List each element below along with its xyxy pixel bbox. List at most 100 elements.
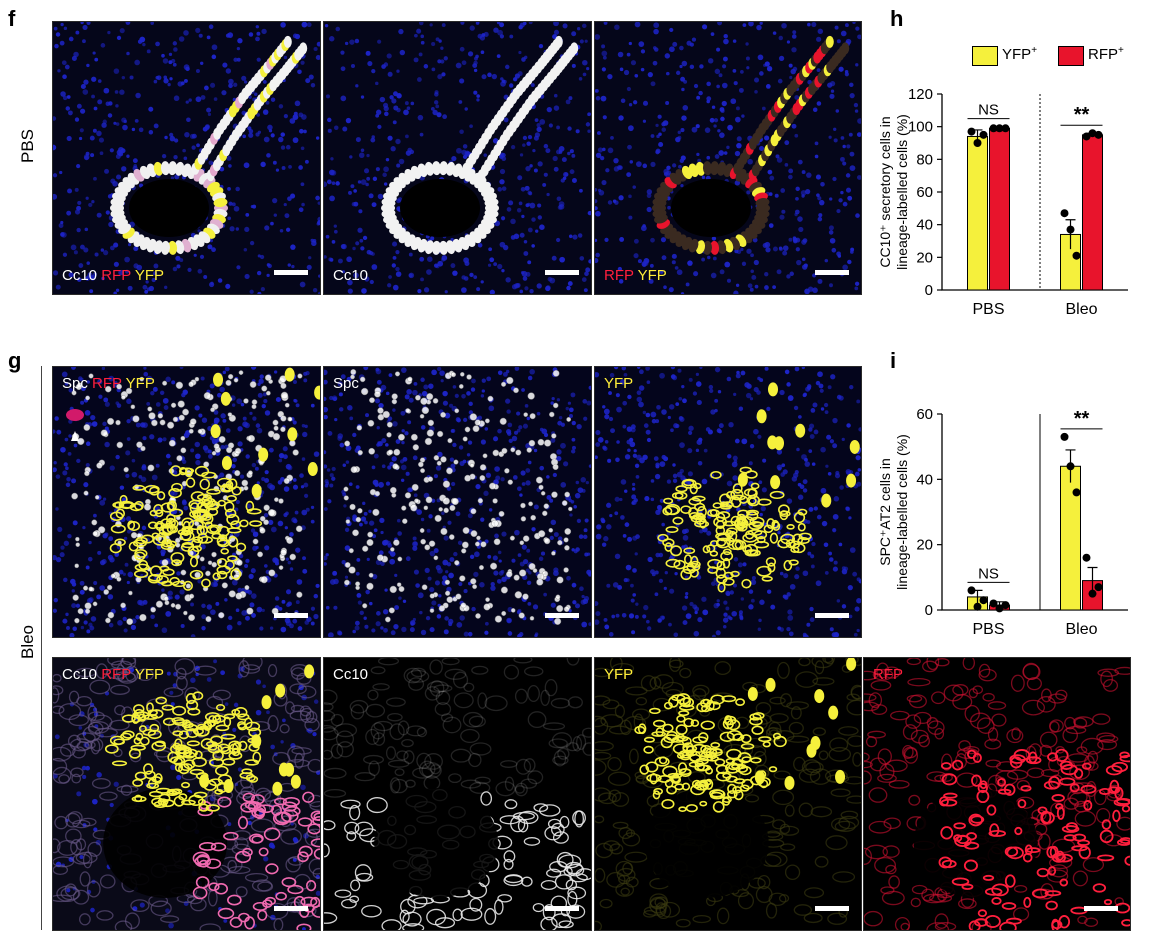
- data-point: [995, 124, 1004, 133]
- channel-yfp: YFP: [637, 267, 667, 284]
- data-point: [989, 599, 998, 608]
- channel-spc: Spc: [62, 375, 88, 392]
- channel-rfp: RFP: [101, 666, 131, 683]
- micrograph-f1: Cc10 RFP YFP: [52, 21, 321, 295]
- y-axis-title: lineage-labelled cells (%): [894, 434, 910, 590]
- bar: [989, 127, 1010, 291]
- chart-h: CC10⁺ secretory cells in lineage-labelled…: [877, 80, 1140, 335]
- scale-bar: [274, 906, 308, 911]
- row-label-pbs: PBS: [18, 128, 37, 164]
- micrograph-g1: Spc RFP YFP: [52, 366, 321, 638]
- data-point: [979, 130, 988, 139]
- micrograph-g5: Cc10: [323, 657, 592, 931]
- channel-cc10: Cc10: [62, 267, 98, 284]
- data-point: [967, 127, 976, 136]
- channel-label: YFP: [604, 375, 633, 392]
- y-tick-label: 0: [925, 602, 933, 619]
- significance-label: NS: [978, 102, 999, 119]
- bar: [1060, 465, 1081, 611]
- data-point: [1066, 225, 1075, 234]
- data-point: [1082, 132, 1091, 141]
- panel-letter-f: f: [8, 6, 16, 31]
- channel-label: Cc10 RFP YFP: [62, 267, 164, 284]
- channel-spc: Spc: [333, 375, 359, 392]
- bleo-bracket-line: [41, 366, 42, 930]
- legend-label-rfp: RFP+: [1088, 45, 1124, 63]
- legend-swatch-yfp: [972, 46, 998, 66]
- y-axis-title: lineage-labelled cells (%): [894, 114, 910, 270]
- legend-swatch-rfp: [1058, 46, 1084, 66]
- legend-label-yfp: YFP+: [1002, 45, 1038, 63]
- data-point: [967, 586, 976, 595]
- channel-label: Cc10 RFP YFP: [62, 666, 164, 683]
- scale-bar: [1084, 906, 1118, 911]
- bar: [1082, 134, 1103, 291]
- y-tick-label: 20: [916, 249, 933, 266]
- y-tick-label: 120: [908, 86, 933, 103]
- scale-bar: [274, 613, 308, 618]
- channel-rfp: RFP: [604, 267, 634, 284]
- y-tick-label: 20: [916, 537, 933, 554]
- channel-label: Spc: [333, 375, 359, 392]
- x-tick-label: PBS: [972, 621, 1004, 638]
- data-point: [973, 602, 982, 611]
- data-point: [1066, 462, 1075, 471]
- y-axis-title: CC10⁺ secretory cells in: [880, 116, 893, 267]
- data-point: [973, 139, 982, 147]
- channel-yfp: YFP: [604, 666, 634, 683]
- channel-label: Cc10: [333, 267, 368, 284]
- data-point: [1001, 601, 1010, 610]
- channel-yfp: YFP: [134, 267, 165, 284]
- scale-bar: [545, 906, 579, 911]
- significance-label: NS: [978, 565, 999, 582]
- chart-i-svg: SPC⁺AT2 cells in lineage-labelled cells (…: [877, 406, 1128, 638]
- channel-yfp: YFP: [125, 375, 155, 392]
- channel-label: RFP YFP: [604, 267, 667, 284]
- bar: [967, 135, 988, 291]
- data-point: [1060, 432, 1069, 441]
- panel-letter-i: i: [890, 348, 897, 373]
- data-point: [989, 124, 998, 133]
- y-tick-label: 80: [916, 151, 933, 168]
- y-tick-label: 60: [916, 406, 933, 423]
- channel-label: Cc10: [333, 666, 368, 683]
- chart-h-svg: CC10⁺ secretory cells in lineage-labelled…: [877, 86, 1128, 318]
- micrograph-f2: Cc10: [323, 21, 592, 295]
- y-tick-label: 60: [916, 184, 933, 201]
- y-tick-label: 100: [908, 119, 933, 136]
- channel-yfp: YFP: [604, 375, 634, 392]
- x-tick-label: Bleo: [1065, 621, 1097, 638]
- y-axis-title: SPC⁺AT2 cells in: [880, 458, 893, 566]
- x-tick-label: PBS: [972, 301, 1004, 318]
- micrograph-g3: YFP: [594, 366, 862, 638]
- channel-cc10: Cc10: [333, 666, 369, 683]
- error-bar: [1065, 219, 1076, 250]
- data-point: [1094, 130, 1103, 139]
- legend: YFP+ RFP+: [972, 44, 1142, 70]
- channel-label: Spc RFP YFP: [62, 375, 155, 392]
- data-point: [1001, 124, 1010, 133]
- y-tick-label: 40: [916, 471, 933, 488]
- data-point: [1088, 589, 1097, 598]
- channel-label: YFP: [604, 666, 633, 683]
- scale-bar: [815, 613, 849, 618]
- channel-cc10: Cc10: [333, 267, 369, 284]
- channel-cc10: Cc10: [62, 666, 98, 683]
- channel-rfp: RFP: [101, 267, 131, 284]
- data-point: [979, 596, 988, 605]
- data-point: [1088, 129, 1097, 138]
- data-point: [1072, 251, 1081, 260]
- channel-rfp: RFP: [873, 666, 903, 683]
- chart-i: SPC⁺AT2 cells in lineage-labelled cells (…: [877, 400, 1140, 655]
- scale-bar: [815, 906, 849, 911]
- data-point: [1072, 488, 1081, 497]
- micrograph-g7: RFP: [863, 657, 1131, 931]
- y-tick-label: 0: [925, 282, 933, 299]
- panel-letter-g: g: [8, 348, 22, 373]
- y-tick-label: 40: [916, 217, 933, 234]
- channel-yfp: YFP: [134, 666, 165, 683]
- x-tick-label: Bleo: [1065, 301, 1097, 318]
- scale-bar: [274, 270, 308, 275]
- row-label-bleo: Bleo: [18, 624, 37, 660]
- channel-label: RFP: [873, 666, 903, 683]
